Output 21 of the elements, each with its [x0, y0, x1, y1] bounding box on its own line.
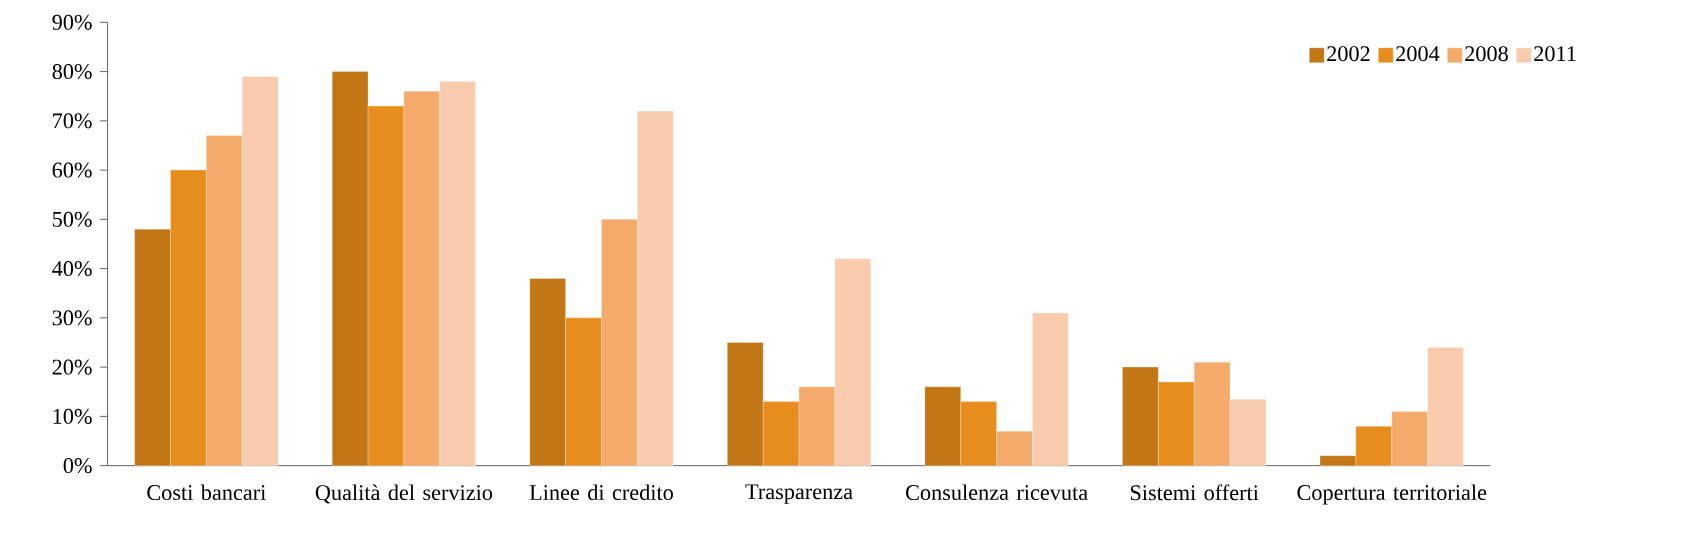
y-tick-label: 80%: [52, 64, 92, 80]
x-tick-label: Qualità del servizio: [315, 484, 493, 504]
x-tick-label: Costi bancari: [147, 484, 266, 501]
y-tick-label: 30%: [52, 310, 92, 326]
x-tick-label: Trasparenza: [745, 484, 853, 504]
y-tick-label: 60%: [52, 162, 92, 178]
legend-label: 2004: [1396, 46, 1440, 62]
y-tick-label: 50%: [52, 211, 92, 227]
x-tick-label: Consulenza ricevuta: [906, 484, 1088, 501]
x-tick-label: Copertura territoriale: [1297, 484, 1487, 505]
legend-label: 2008: [1465, 46, 1508, 62]
y-tick-label: 20%: [52, 359, 92, 375]
legend-label: 2002: [1327, 46, 1370, 62]
y-tick-label: 40%: [52, 261, 92, 277]
y-tick-label: 70%: [53, 113, 92, 129]
x-tick-label: Linee di credito: [529, 484, 673, 501]
legend-label: 2011: [1534, 46, 1576, 62]
y-tick-label: 90%: [52, 14, 92, 30]
y-tick-label: 0%: [63, 458, 92, 474]
x-tick-label: Sistemi offerti: [1130, 484, 1259, 501]
y-tick-label: 10%: [53, 408, 92, 424]
